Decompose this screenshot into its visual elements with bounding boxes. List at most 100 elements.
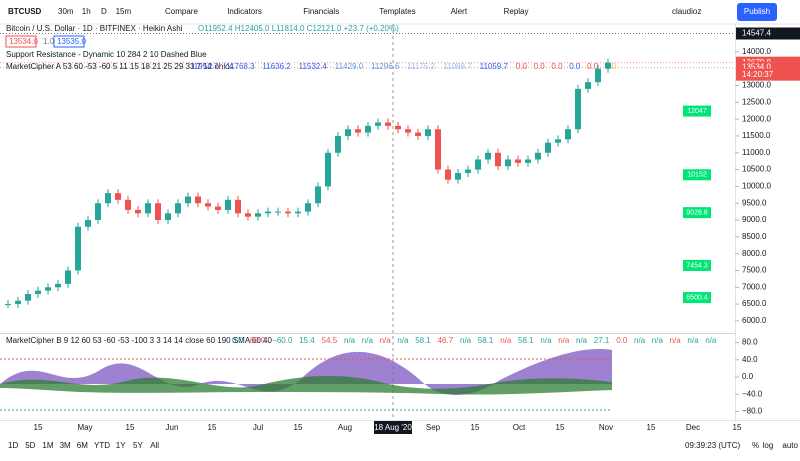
y-tick-label: 6500.0 xyxy=(742,299,767,308)
money-flow xyxy=(0,375,612,395)
candle xyxy=(505,159,511,167)
clock: 09:39:23 (UTC) xyxy=(685,441,740,450)
candle xyxy=(545,142,551,153)
candle xyxy=(335,135,341,153)
candle xyxy=(225,199,231,210)
toolbar-button[interactable]: Templates xyxy=(379,7,415,16)
study-value: 11098.7 xyxy=(443,62,472,71)
y-tick-label: 8500.0 xyxy=(742,232,767,241)
y-tick-label: 12500.0 xyxy=(742,97,771,106)
pane-separator xyxy=(0,333,735,334)
study-value: n/a xyxy=(397,336,409,345)
symbol[interactable]: BTCUSD xyxy=(8,7,42,16)
x-tick-label: Oct xyxy=(513,423,526,432)
candle xyxy=(245,213,251,217)
candle xyxy=(135,209,141,214)
study-value: 0.0 xyxy=(551,62,563,71)
candle xyxy=(535,152,541,160)
study-value: 58.1 xyxy=(415,336,431,345)
x-tick-label: 15 xyxy=(34,423,43,432)
candle xyxy=(155,203,161,221)
candle xyxy=(425,129,431,136)
legend-spread: 1.0 xyxy=(43,37,55,46)
level-label: 7454.3 xyxy=(686,262,708,269)
study-value: 11296.6 xyxy=(371,62,400,71)
axis-option[interactable]: log xyxy=(763,441,774,450)
study-value: 0.0 xyxy=(569,62,581,71)
range-button[interactable]: 3M xyxy=(60,441,71,450)
candle xyxy=(575,88,581,130)
study-value: 60.0 xyxy=(250,336,266,345)
axis-option[interactable]: auto xyxy=(782,441,798,450)
y-tick-label: 11000.0 xyxy=(742,148,771,157)
legend-title: Bitcoin / U.S. Dollar · 1D · BITFINEX · … xyxy=(6,24,183,33)
study-legend: MarketCipher B 9 12 60 53 -60 -53 -100 3… xyxy=(6,336,273,345)
interval[interactable]: D xyxy=(101,7,107,16)
x-tick-label: 15 xyxy=(208,423,217,432)
range-button[interactable]: 1D xyxy=(8,441,18,450)
candle xyxy=(175,203,181,214)
y-tick-label: 9500.0 xyxy=(742,198,767,207)
price-axis-border xyxy=(735,24,736,420)
study-value: 46.7 xyxy=(438,336,454,345)
candle xyxy=(145,203,151,214)
x-tick-label: 15 xyxy=(556,423,565,432)
candle xyxy=(475,159,481,170)
candle xyxy=(305,203,311,212)
toolbar-button[interactable]: Alert xyxy=(451,7,468,16)
candle xyxy=(195,196,201,204)
range-button[interactable]: 1Y xyxy=(116,441,126,450)
candle xyxy=(375,122,381,126)
candle xyxy=(265,211,271,214)
username[interactable]: claudioz xyxy=(672,7,701,16)
y-tick-label: 7500.0 xyxy=(742,266,767,275)
candle xyxy=(75,226,81,271)
study-value: 54.5 xyxy=(322,336,338,345)
toolbar-button[interactable]: Replay xyxy=(504,7,529,16)
range-button[interactable]: YTD xyxy=(94,441,110,450)
toolbar-button[interactable]: Indicators xyxy=(227,7,262,16)
range-button[interactable]: 5D xyxy=(25,441,35,450)
candle xyxy=(555,139,561,143)
countdown-tag xyxy=(736,68,800,81)
candle xyxy=(35,290,41,294)
interval[interactable]: 15m xyxy=(116,7,132,16)
study-value: 11175.2 xyxy=(407,62,435,71)
candle xyxy=(565,129,571,140)
candle xyxy=(345,129,351,136)
range-button[interactable]: 5Y xyxy=(133,441,143,450)
toolbar-button[interactable]: Compare xyxy=(165,7,198,16)
y-tick-label: 8000.0 xyxy=(742,249,767,258)
interval[interactable]: 1h xyxy=(82,7,91,16)
range-button[interactable]: 1M xyxy=(42,441,53,450)
candle xyxy=(45,287,51,291)
study-value: 11954.7 xyxy=(190,62,219,71)
range-button[interactable]: All xyxy=(150,441,159,450)
x-tick-label: 15 xyxy=(647,423,656,432)
candle xyxy=(385,122,391,126)
publish-label[interactable]: Publish xyxy=(744,7,770,16)
candle xyxy=(255,213,261,217)
candle xyxy=(275,211,281,213)
x-tick-label: May xyxy=(77,423,92,432)
candle xyxy=(115,193,121,200)
candle xyxy=(325,152,331,187)
axis-option[interactable]: % xyxy=(752,441,759,450)
candle xyxy=(495,152,501,167)
study-legend: MarketCipher A 53 60 -53 -60 5 11 15 18 … xyxy=(6,62,234,71)
candle xyxy=(65,270,71,284)
candle xyxy=(125,199,131,210)
publish-button[interactable] xyxy=(737,3,777,21)
candle xyxy=(205,203,211,207)
candle xyxy=(215,206,221,210)
x-tick-label: 15 xyxy=(733,423,742,432)
study-value: 11059.7 xyxy=(480,62,509,71)
study-value: 27.1 xyxy=(594,336,610,345)
candle xyxy=(355,129,361,133)
toolbar-button[interactable]: Financials xyxy=(303,7,339,16)
crosshair-tag xyxy=(374,421,412,434)
level-label-box xyxy=(683,207,711,219)
range-button[interactable]: 6M xyxy=(77,441,88,450)
interval[interactable]: 30m xyxy=(58,7,74,16)
